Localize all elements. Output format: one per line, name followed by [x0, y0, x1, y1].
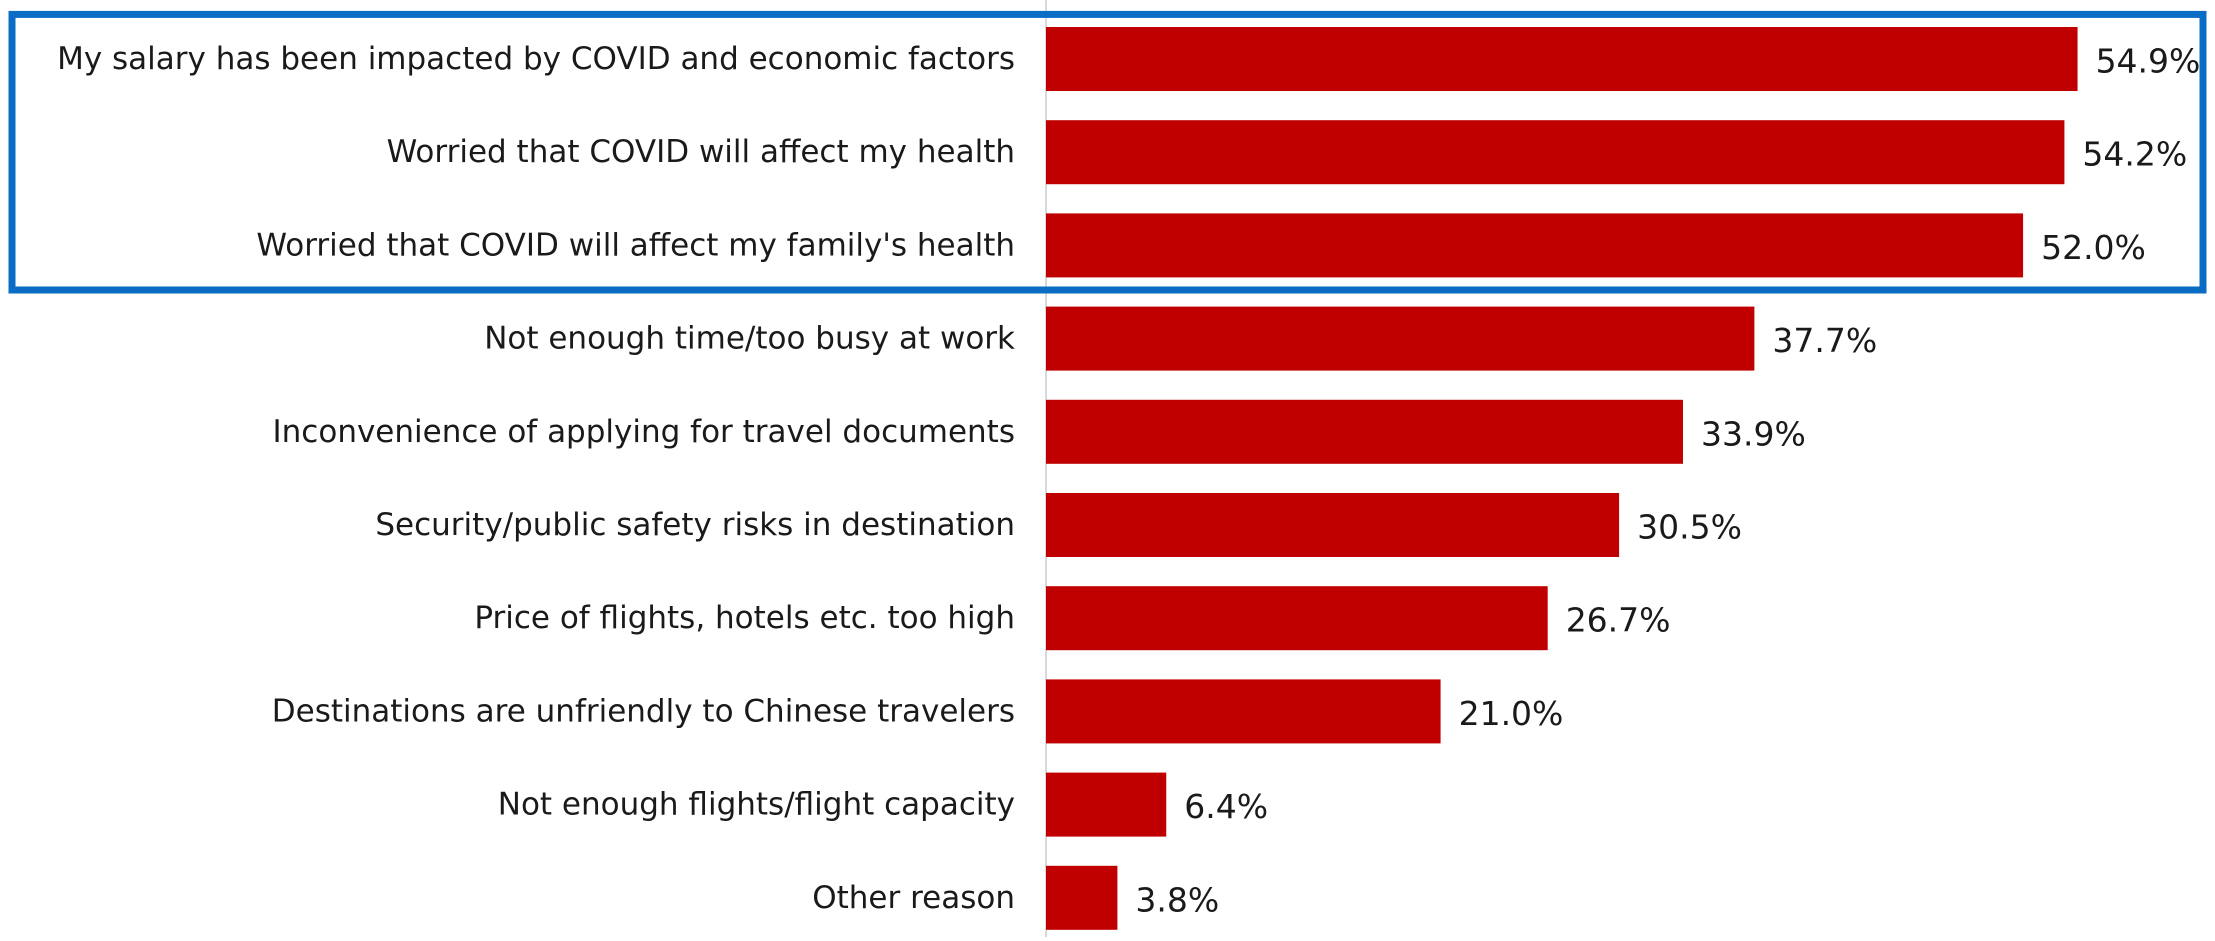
value-labels: 54.9% 54.2% 52.0% 37.7% 33.9% 30.5% 26.7% 21.0%…	[1135, 42, 2200, 920]
bar	[1046, 772, 1167, 837]
bar	[1046, 213, 2024, 278]
highlight-box	[8, 10, 2207, 294]
category-label: Other reason	[812, 880, 1015, 916]
category-label: My salary has been impacted by COVID and…	[57, 41, 1015, 77]
data-label: 30.5%	[1637, 508, 1742, 547]
category-labels: My salary has been impacted by COVID and…	[57, 41, 1015, 916]
highlight-layer	[8, 10, 2207, 294]
category-label: Worried that COVID will affect my health	[387, 134, 1015, 170]
bar	[1046, 865, 1118, 930]
bar	[1046, 493, 1620, 557]
data-label: 54.2%	[2082, 135, 2187, 174]
bar	[1046, 27, 2078, 91]
data-label: 52.0%	[2041, 228, 2146, 267]
category-label: Inconvenience of applying for travel doc…	[273, 414, 1015, 450]
bar	[1046, 306, 1755, 371]
data-label: 37.7%	[1772, 321, 1877, 360]
category-label: Price of flights, hotels etc. too high	[474, 600, 1015, 636]
data-label: 26.7%	[1566, 601, 1671, 640]
data-label: 33.9%	[1701, 414, 1806, 453]
data-label: 54.9%	[2096, 42, 2201, 81]
bar	[1046, 586, 1548, 651]
category-label: Worried that COVID will affect my family…	[256, 227, 1015, 263]
data-label: 21.0%	[1459, 694, 1564, 733]
bar	[1046, 679, 1441, 744]
category-label: Not enough flights/flight capacity	[498, 787, 1015, 823]
bars-layer	[1046, 27, 2078, 930]
data-label: 6.4%	[1184, 787, 1268, 826]
bar	[1046, 399, 1683, 464]
category-label: Security/public safety risks in destinat…	[375, 507, 1015, 543]
category-label: Destinations are unfriendly to Chinese t…	[272, 693, 1015, 729]
category-label: Not enough time/too busy at work	[484, 321, 1015, 357]
bar	[1046, 120, 2065, 185]
data-label: 3.8%	[1135, 880, 1219, 919]
